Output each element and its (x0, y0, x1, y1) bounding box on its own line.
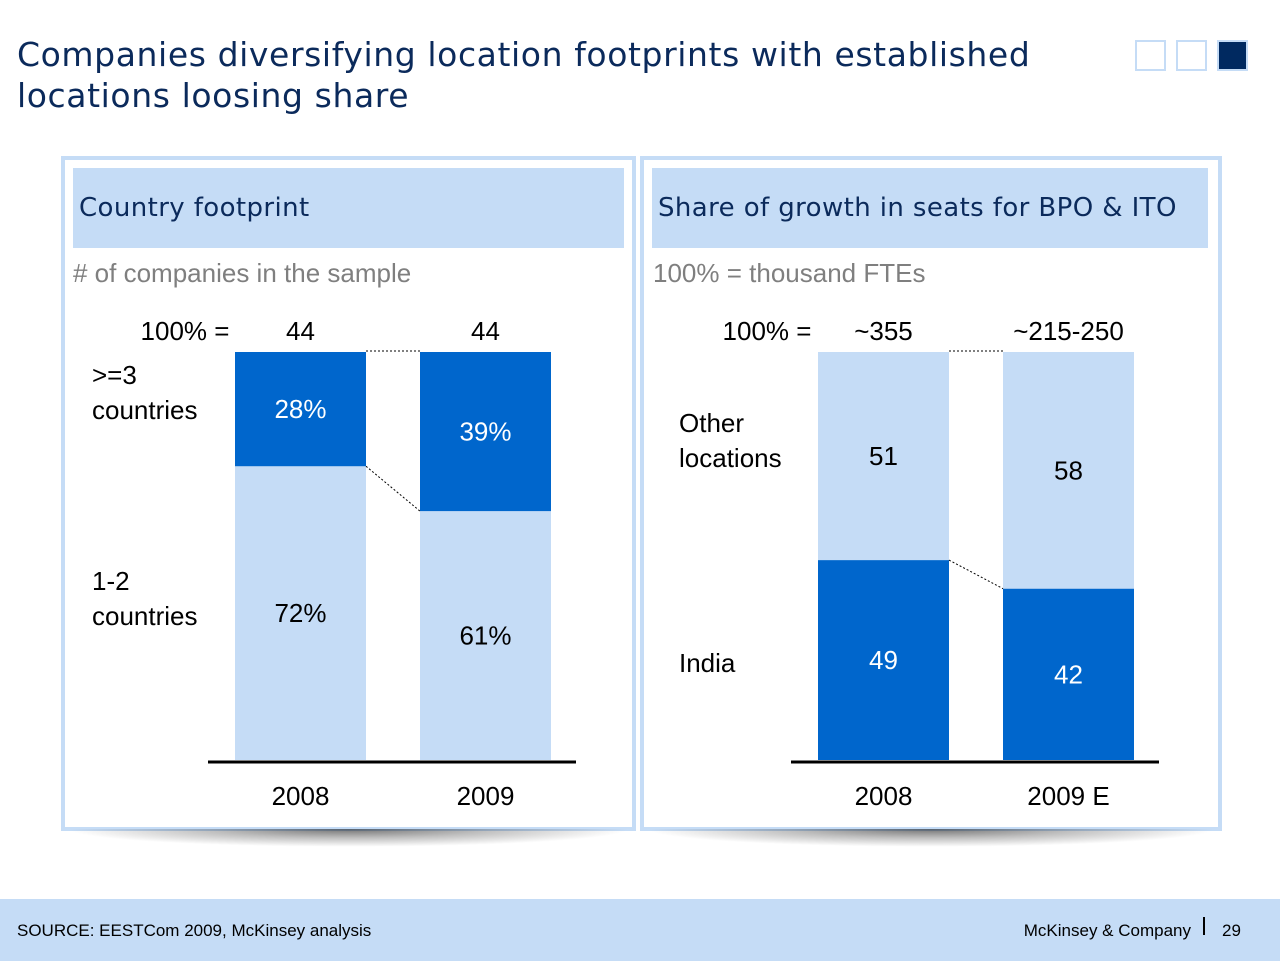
data-label: 58 (1054, 455, 1083, 485)
data-label: 42 (1054, 659, 1083, 689)
series-label: Other locations (679, 408, 782, 473)
bar-segment (1003, 588, 1134, 760)
left-panel-title: Country footprint (79, 193, 310, 223)
footer-separator (1203, 917, 1205, 935)
connector-boundary-line (948, 559, 1004, 590)
series-label: >=3 countries (92, 360, 198, 425)
total-prefix-label: 100% = (141, 316, 230, 346)
footer-source: SOURCE: EESTCom 2009, McKinsey analysis (17, 921, 372, 940)
page-number: 29 (1222, 921, 1241, 940)
series-label: 1-2 countries (92, 566, 198, 631)
bar-segment (420, 352, 551, 512)
footer-brand: McKinsey & Company (1023, 921, 1191, 940)
data-label: 72% (274, 598, 326, 628)
bar-segment (235, 352, 366, 467)
total-label: ~355 (854, 316, 913, 346)
title-line-1: Companies diversifying location footprin… (17, 35, 1031, 74)
right-panel-subtitle: 100% = thousand FTEs (653, 258, 926, 288)
tracker-square-2 (1176, 40, 1207, 71)
total-label: 44 (286, 316, 315, 346)
page-title: Companies diversifying location footprin… (17, 34, 1077, 116)
data-label: 61% (459, 621, 511, 651)
bar-segment (818, 352, 949, 561)
left-panel-subtitle: # of companies in the sample (73, 258, 412, 288)
bar-segment (235, 466, 366, 760)
category-label: 2008 (855, 781, 913, 811)
data-label: 51 (869, 441, 898, 471)
left-panel-shadow (66, 829, 631, 847)
bar-segment (818, 560, 949, 760)
data-label: 28% (274, 394, 326, 424)
tracker-square-1 (1135, 40, 1166, 71)
left-panel-header: Country footprint (73, 168, 624, 248)
right-panel-header: Share of growth in seats for BPO & ITO (652, 168, 1208, 248)
bar-segment (420, 511, 551, 760)
category-label: 2008 (272, 781, 330, 811)
data-label: 49 (869, 645, 898, 675)
total-label: 44 (471, 316, 500, 346)
data-label: 39% (459, 417, 511, 447)
series-label: India (679, 648, 736, 678)
total-label: ~215-250 (1013, 316, 1124, 346)
right-panel-title: Share of growth in seats for BPO & ITO (658, 193, 1177, 223)
footer-bar: SOURCE: EESTCom 2009, McKinsey analysis … (0, 899, 1280, 961)
category-label: 2009 (457, 781, 515, 811)
title-line-2: locations loosing share (17, 76, 410, 115)
slide-tracker (1135, 40, 1250, 75)
tracker-square-3-active (1217, 40, 1248, 71)
total-prefix-label: 100% = (723, 316, 812, 346)
right-panel-shadow (645, 829, 1217, 847)
category-label: 2009 E (1027, 781, 1109, 811)
bar-segment (1003, 352, 1134, 589)
